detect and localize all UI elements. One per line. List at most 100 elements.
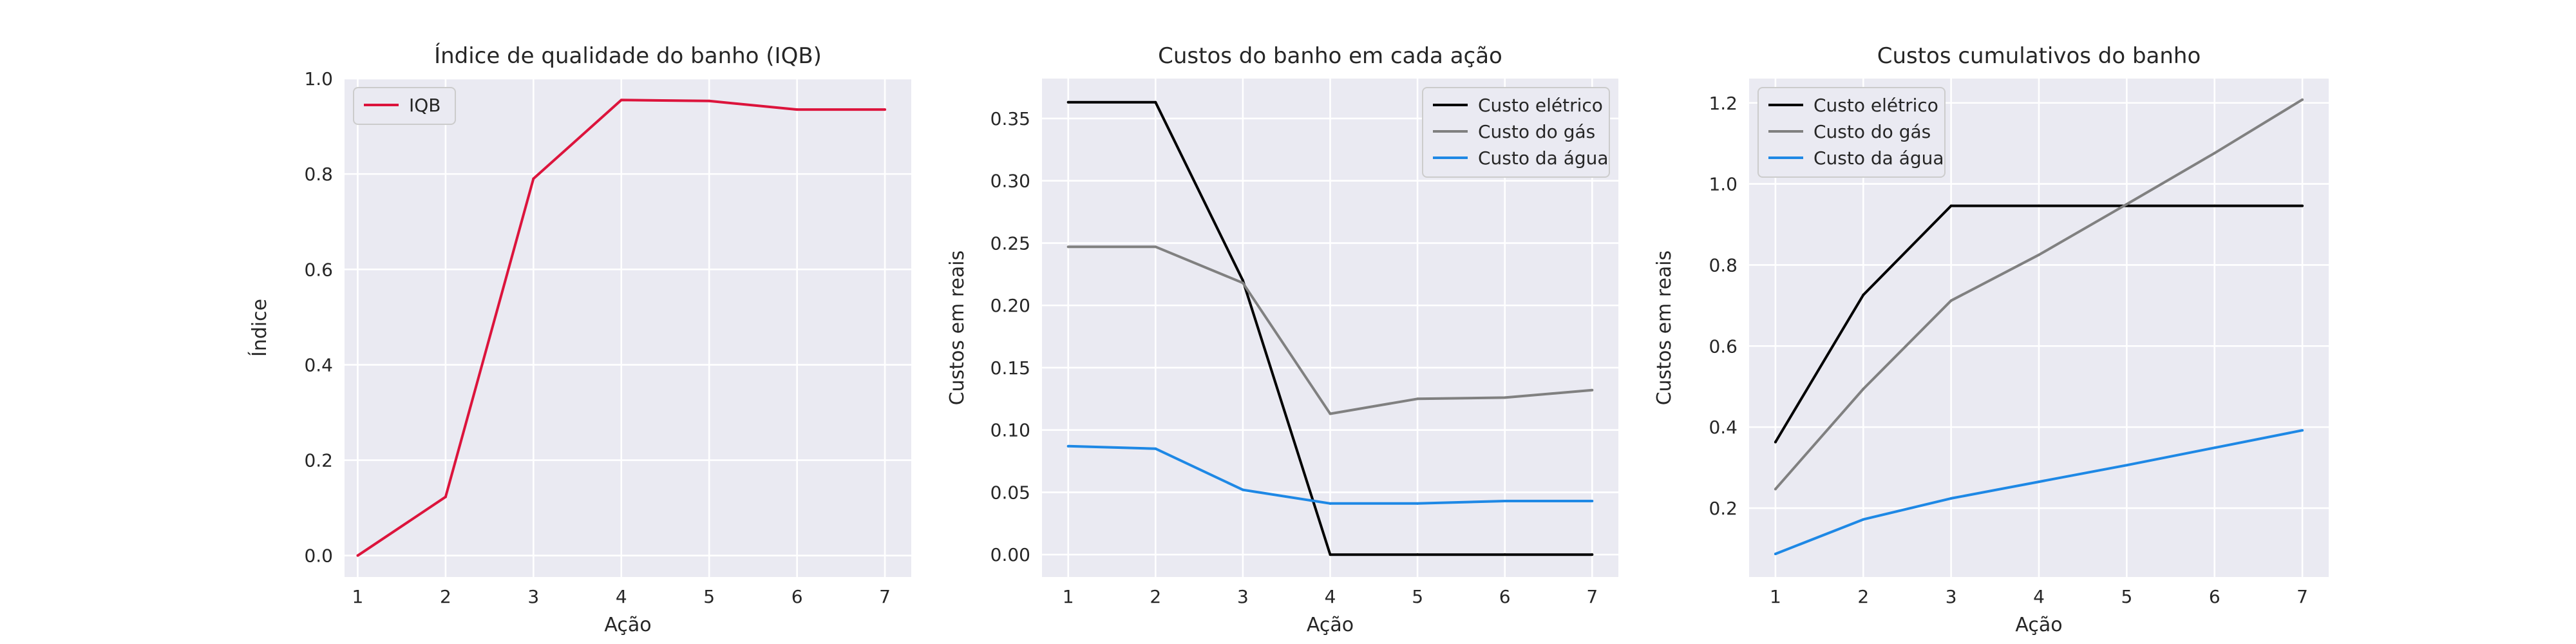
data-point xyxy=(1949,204,1953,207)
x-tick-label: 6 xyxy=(1499,586,1511,607)
data-point xyxy=(1949,497,1953,500)
x-tick-label: 4 xyxy=(1325,586,1336,607)
data-point xyxy=(1591,388,1594,392)
data-point xyxy=(1774,553,1777,556)
plot-area xyxy=(345,79,911,577)
x-axis-label: Ação xyxy=(1307,614,1354,636)
y-tick-label: 0.6 xyxy=(304,259,333,280)
x-tick-label: 4 xyxy=(616,586,627,607)
y-tick-label: 0.35 xyxy=(990,108,1030,129)
data-point xyxy=(2301,429,2304,432)
y-tick-label: 0.4 xyxy=(304,354,333,375)
y-tick-label: 1.0 xyxy=(304,68,333,90)
x-tick-label: 5 xyxy=(2121,586,2132,607)
data-point xyxy=(2038,204,2040,207)
legend xyxy=(1422,87,1610,178)
data-point xyxy=(1066,245,1070,249)
y-tick-label: 0.00 xyxy=(990,544,1030,565)
data-point xyxy=(1154,447,1157,450)
data-point xyxy=(1591,499,1594,502)
data-point xyxy=(1241,279,1244,282)
x-tick-label: 7 xyxy=(879,586,891,607)
x-tick-label: 2 xyxy=(440,586,451,607)
legend-label: Custo do gás xyxy=(1478,121,1595,142)
data-point xyxy=(1241,281,1244,285)
x-tick-label: 6 xyxy=(791,586,803,607)
legend xyxy=(1757,87,1946,178)
y-tick-label: 0.20 xyxy=(990,295,1030,316)
chart-panel-custos-cumulativos: 1 2 3 4 5 6 7 0.2 0.4 0.6 0.8 1.0 1.2 Custos cumulati… xyxy=(1653,43,2329,636)
data-point xyxy=(356,554,359,557)
y-tick-label: 0.4 xyxy=(1709,417,1738,438)
data-point xyxy=(1862,294,1865,297)
x-tick-label: 6 xyxy=(2209,586,2221,607)
data-point xyxy=(1329,553,1332,556)
x-tick-label: 3 xyxy=(1237,586,1249,607)
data-point xyxy=(1416,502,1419,505)
data-point xyxy=(1329,502,1332,505)
data-point xyxy=(1862,518,1865,521)
data-point xyxy=(1066,100,1070,104)
data-point xyxy=(708,99,711,102)
data-point xyxy=(1416,553,1419,556)
y-tick-label: 0.30 xyxy=(990,171,1030,192)
x-tick-label: 3 xyxy=(1946,586,1957,607)
data-point xyxy=(1066,444,1070,448)
data-point xyxy=(2125,464,2128,467)
data-point xyxy=(2213,151,2216,155)
x-tick-label: 4 xyxy=(2033,586,2045,607)
y-tick-label: 0.2 xyxy=(304,450,333,471)
y-tick-label: 0.0 xyxy=(304,545,333,567)
data-point xyxy=(884,108,887,111)
x-tick-label: 7 xyxy=(1586,586,1598,607)
x-tick-label: 2 xyxy=(1857,586,1869,607)
data-point xyxy=(2213,446,2216,450)
x-tick-label: 3 xyxy=(527,586,539,607)
data-point xyxy=(2301,98,2304,101)
x-tick-label: 5 xyxy=(1412,586,1423,607)
chart-title: Custos do banho em cada ação xyxy=(1158,43,1502,69)
y-tick-label: 0.15 xyxy=(990,357,1030,379)
data-point xyxy=(1949,299,1953,302)
legend-label: Custo da água xyxy=(1478,147,1609,169)
chart-panel-iqb: 1 2 3 4 5 6 7 0.0 0.2 0.4 0.6 0.8 1.0 Índice de quali… xyxy=(248,43,911,636)
x-axis-label: Ação xyxy=(604,614,651,636)
data-point xyxy=(620,99,623,102)
data-point xyxy=(1416,397,1419,401)
x-tick-label: 1 xyxy=(352,586,364,607)
legend-label: Custo elétrico xyxy=(1478,95,1603,116)
chart-title: Índice de qualidade do banho (IQB) xyxy=(434,43,822,69)
data-point xyxy=(2301,204,2304,207)
y-tick-label: 0.05 xyxy=(990,482,1030,503)
y-tick-label: 1.2 xyxy=(1709,93,1738,114)
chart-title: Custos cumulativos do banho xyxy=(1877,43,2201,69)
legend-label: Custo elétrico xyxy=(1814,95,1938,116)
x-axis-label: Ação xyxy=(2015,614,2062,636)
data-point xyxy=(1154,245,1157,249)
data-point xyxy=(1774,440,1777,444)
chart-panel-custos-por-acao: 1 2 3 4 5 6 7 0.00 0.05 0.10 0.15 0.20 0.25 0.30 0.35 C… xyxy=(946,43,1618,636)
x-tick-label: 7 xyxy=(2297,586,2308,607)
data-point xyxy=(532,177,535,180)
y-tick-label: 0.2 xyxy=(1709,498,1738,519)
x-tick-label: 1 xyxy=(1770,586,1781,607)
x-tick-label: 1 xyxy=(1063,586,1074,607)
data-point xyxy=(1154,100,1157,104)
data-point xyxy=(1241,488,1244,491)
legend-label: IQB xyxy=(409,95,441,116)
y-tick-label: 0.6 xyxy=(1709,336,1738,357)
y-axis-label: Custos em reais xyxy=(946,251,969,406)
y-tick-label: 0.10 xyxy=(990,420,1030,441)
data-point xyxy=(1329,412,1332,415)
x-tick-label: 5 xyxy=(703,586,715,607)
data-point xyxy=(2125,203,2128,206)
data-point xyxy=(2038,480,2040,484)
y-tick-label: 0.8 xyxy=(304,164,333,185)
data-point xyxy=(1503,553,1506,556)
data-point xyxy=(2038,253,2040,256)
data-point xyxy=(1503,396,1506,399)
y-axis-label: Índice xyxy=(248,299,271,357)
legend-label: Custo da água xyxy=(1814,147,1944,169)
y-axis-label: Custos em reais xyxy=(1653,251,1676,406)
